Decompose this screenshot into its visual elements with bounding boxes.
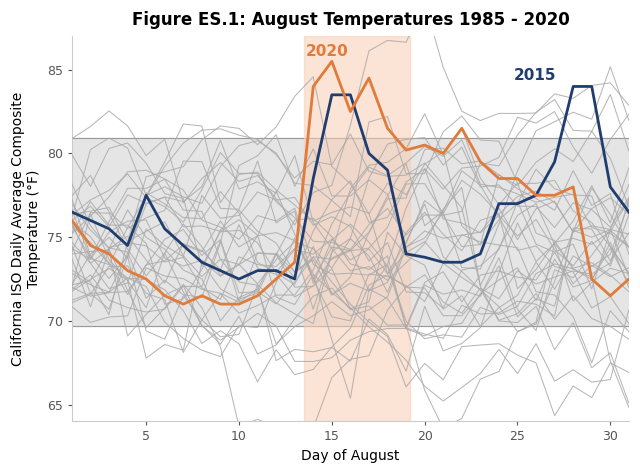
Bar: [304, 36, 410, 421]
X-axis label: Day of August: Day of August: [301, 449, 399, 463]
Y-axis label: California ISO Daily Average Composite
Temperature (°F): California ISO Daily Average Composite T…: [11, 91, 42, 366]
Title: Figure ES.1: August Temperatures 1985 - 2020: Figure ES.1: August Temperatures 1985 - …: [131, 11, 569, 29]
Text: 2015: 2015: [514, 68, 556, 83]
Bar: [72, 138, 629, 326]
Text: 2020: 2020: [306, 44, 349, 59]
